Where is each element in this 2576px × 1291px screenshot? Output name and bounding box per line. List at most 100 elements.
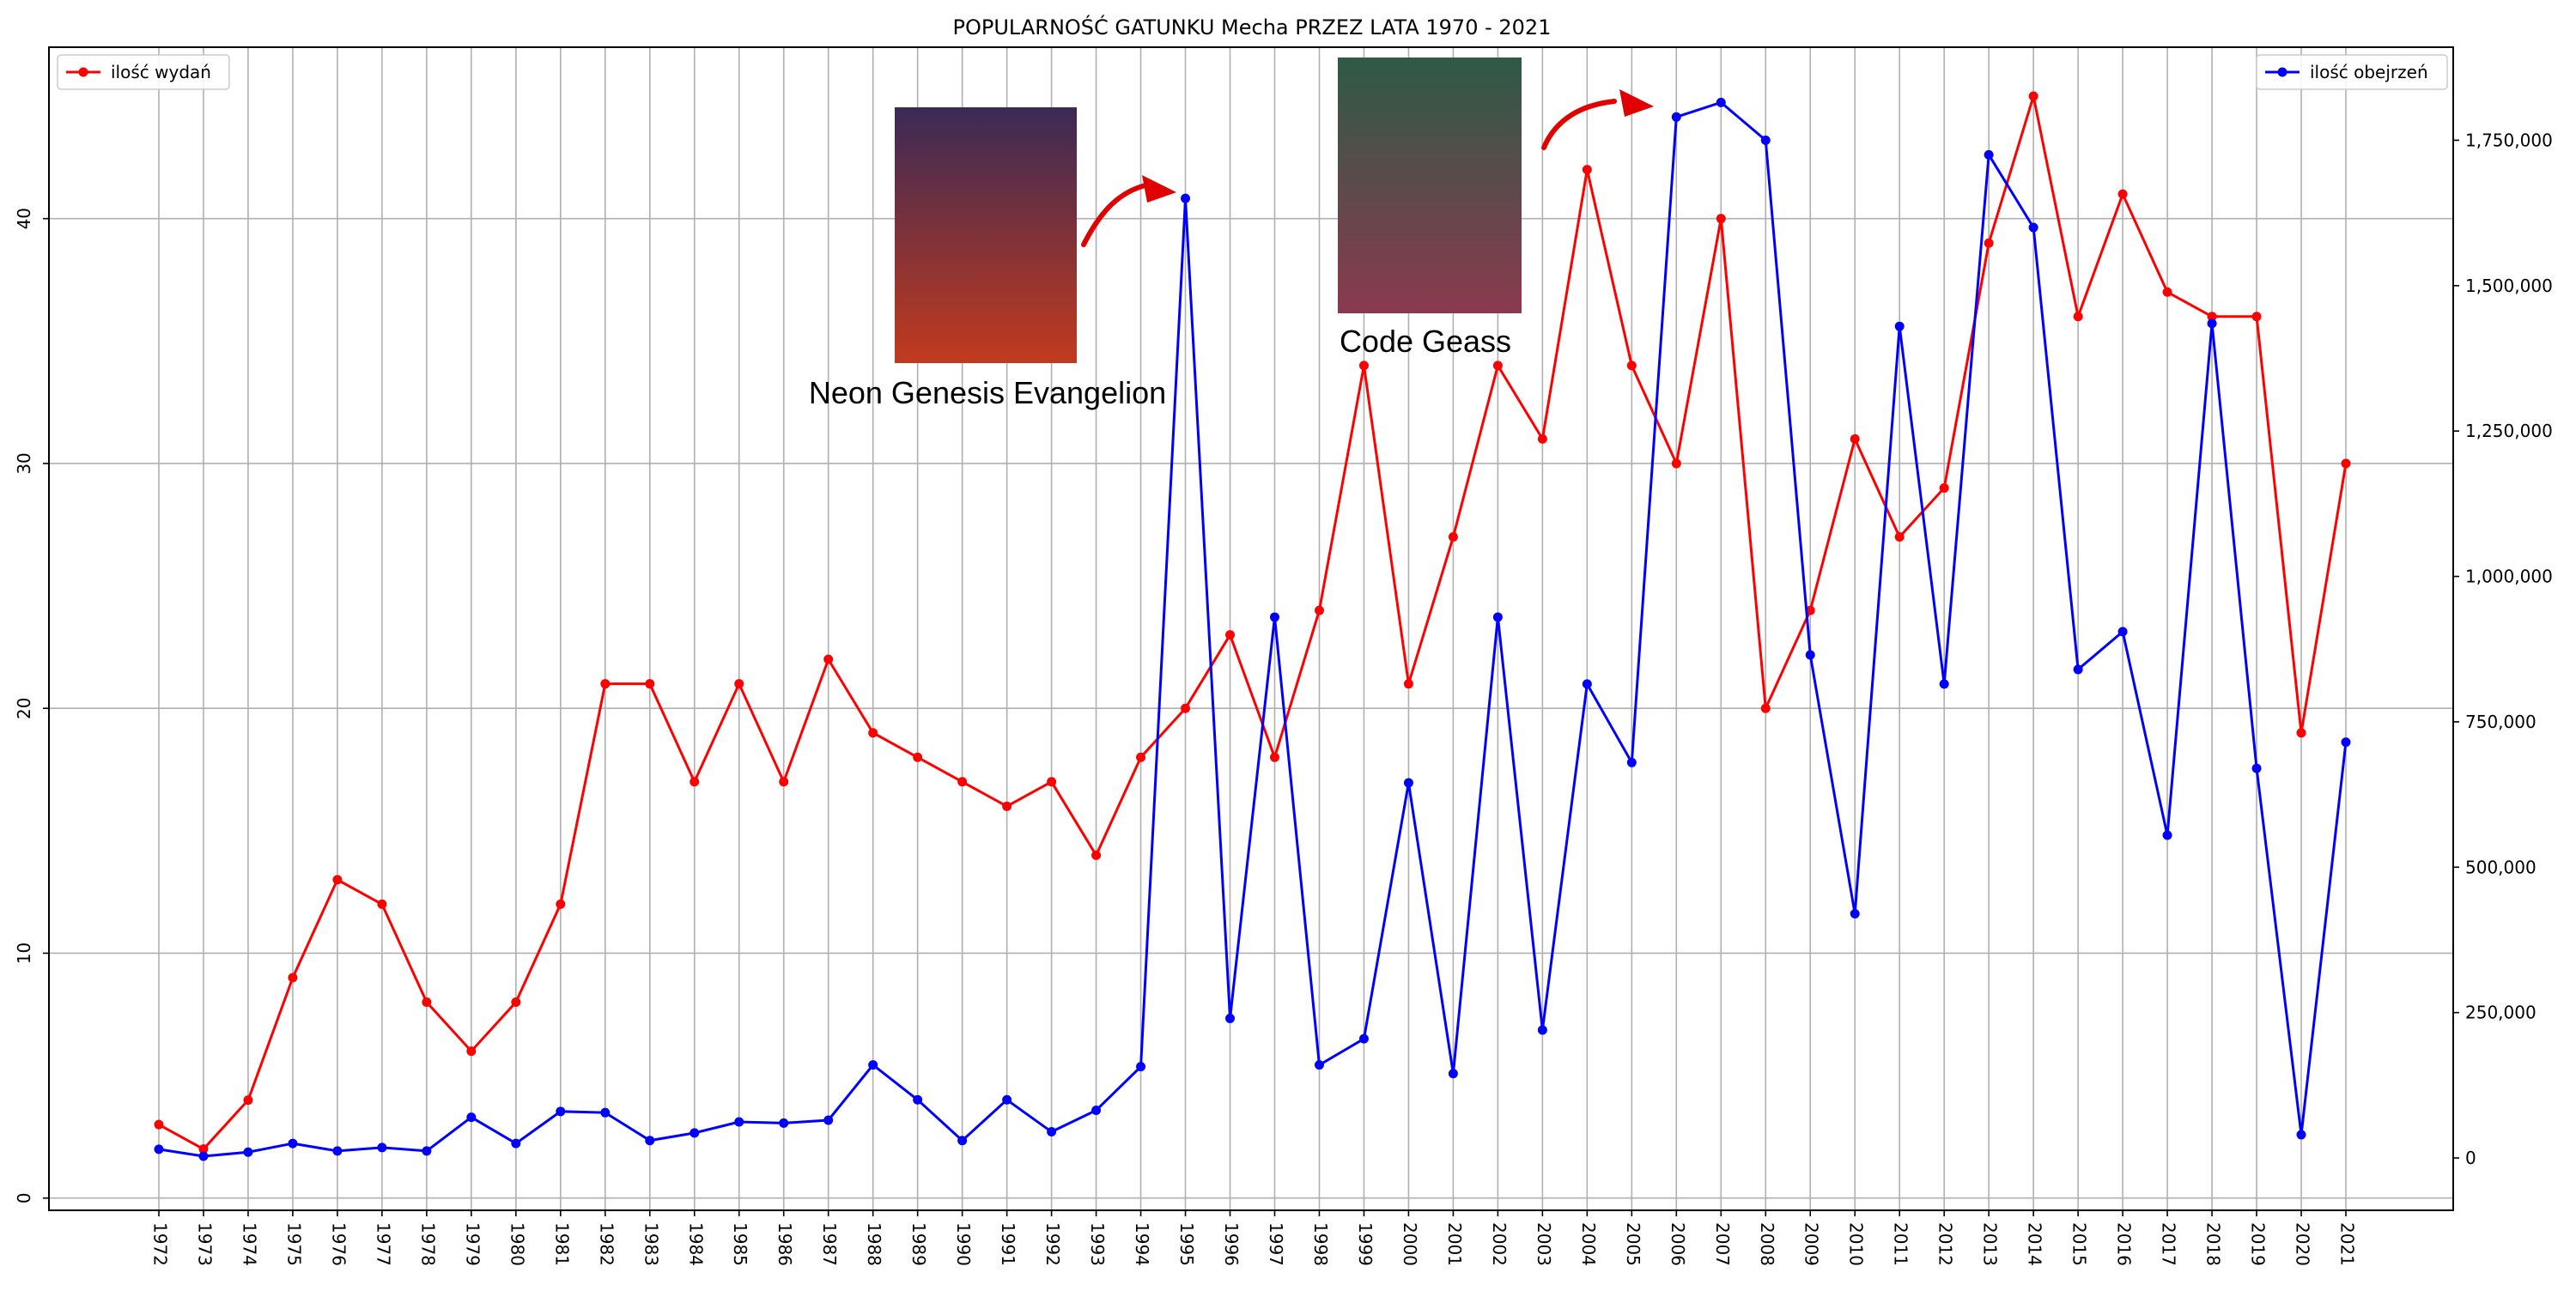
x-tick-label: 1987: [819, 1222, 840, 1266]
x-tick-label: 1997: [1266, 1222, 1286, 1266]
legend-label: ilość obejrzeń: [2310, 62, 2428, 82]
data-point: [1626, 757, 1637, 767]
x-tick-label: 1999: [1355, 1222, 1376, 1266]
annotation-label: Neon Genesis Evangelion: [809, 375, 1166, 410]
y-tick-label-right: 500,000: [2465, 857, 2537, 877]
x-tick-label: 1979: [462, 1222, 483, 1266]
data-point: [2117, 627, 2128, 637]
x-tick-label: 2021: [2337, 1222, 2358, 1266]
data-point: [1181, 193, 1191, 203]
data-point: [1760, 135, 1771, 145]
x-tick-label: 2017: [2159, 1222, 2179, 1266]
x-tick-label: 1974: [239, 1222, 259, 1266]
x-tick-label: 1981: [551, 1222, 572, 1266]
data-point: [734, 679, 744, 689]
series-line-ilosc-obejrzen: [158, 100, 2348, 1158]
data-point: [1091, 1105, 1102, 1115]
data-point: [422, 1146, 432, 1156]
data-point: [1269, 752, 1279, 762]
x-tick-label: 1972: [150, 1222, 171, 1266]
data-point: [1939, 679, 1949, 689]
x-tick-label: 2015: [2069, 1222, 2090, 1266]
legend-marker: [78, 67, 88, 77]
x-tick-label: 1977: [373, 1222, 393, 1266]
data-point: [1760, 703, 1771, 713]
data-point: [1358, 361, 1369, 371]
data-point: [779, 1118, 789, 1128]
data-point: [2251, 312, 2262, 322]
legend-label: ilość wydań: [111, 62, 211, 82]
x-tick-label: 1980: [507, 1222, 527, 1266]
data-point: [2028, 222, 2038, 233]
data-point: [288, 1138, 298, 1149]
data-point: [779, 777, 789, 787]
y-tick-label-right: 1,000,000: [2465, 567, 2553, 587]
data-point: [913, 1094, 923, 1105]
data-point: [1002, 1094, 1012, 1105]
data-point: [823, 1115, 834, 1125]
annotation-label: Code Geass: [1340, 324, 1511, 359]
arrow-head: [1619, 89, 1654, 117]
data-point: [2162, 830, 2172, 840]
y-tick-label-left: 30: [14, 452, 34, 474]
data-point: [1448, 1069, 1458, 1079]
data-point: [556, 899, 566, 909]
x-tick-label: 2016: [2114, 1222, 2135, 1266]
data-point: [2073, 664, 2083, 675]
y-tick-label-right: 0: [2465, 1148, 2476, 1168]
data-point: [823, 654, 834, 664]
data-point: [2207, 318, 2217, 329]
x-tick-label: 2013: [1980, 1222, 2001, 1266]
x-tick-label: 1982: [596, 1222, 617, 1266]
data-point: [2296, 728, 2306, 738]
x-tick-label: 1993: [1087, 1222, 1108, 1266]
plot-frame: [48, 46, 2454, 1211]
data-point: [2341, 458, 2351, 469]
data-point: [2073, 312, 2083, 322]
data-point: [2341, 737, 2351, 748]
data-point: [1136, 752, 1146, 762]
y-tick-label-left: 40: [14, 208, 34, 229]
arrow-head: [1142, 175, 1176, 203]
data-point: [2296, 1130, 2306, 1140]
data-point: [1850, 433, 1860, 444]
data-point: [690, 777, 700, 787]
data-point: [913, 752, 923, 762]
data-point: [1537, 433, 1547, 444]
data-point: [1448, 532, 1458, 542]
data-point: [1671, 458, 1681, 469]
data-point: [422, 997, 432, 1008]
data-point: [1537, 1025, 1547, 1035]
x-tick-label: 2004: [1578, 1222, 1599, 1266]
x-tick-label: 1998: [1310, 1222, 1331, 1266]
data-point: [1671, 112, 1681, 122]
data-point: [198, 1144, 209, 1155]
y-tick-label-right: 250,000: [2465, 1003, 2537, 1023]
x-tick-label: 2019: [2248, 1222, 2269, 1266]
data-point: [1269, 612, 1279, 622]
data-point: [1582, 679, 1592, 689]
x-tick-label: 2005: [1623, 1222, 1643, 1266]
data-point: [1805, 650, 1815, 660]
x-tick-label: 2002: [1489, 1222, 1510, 1266]
x-tick-label: 2006: [1668, 1222, 1688, 1266]
legend-marker: [2277, 67, 2287, 77]
x-tick-label: 2011: [1891, 1222, 1911, 1266]
data-point: [1716, 97, 1726, 107]
arrow-shaft: [1081, 182, 1151, 247]
data-point: [2117, 189, 2128, 199]
data-point: [556, 1106, 566, 1117]
data-point: [1002, 801, 1012, 811]
series-layer: [154, 91, 2351, 1161]
data-point: [1850, 908, 1860, 918]
legend-box: [2256, 54, 2448, 90]
x-tick-label: 1983: [641, 1222, 661, 1266]
data-point: [511, 1138, 521, 1149]
data-point: [1939, 482, 1949, 493]
x-tick-label: 1996: [1221, 1222, 1242, 1266]
data-point: [1626, 361, 1637, 371]
data-point: [645, 679, 655, 689]
x-tick-label: 1984: [685, 1222, 706, 1266]
